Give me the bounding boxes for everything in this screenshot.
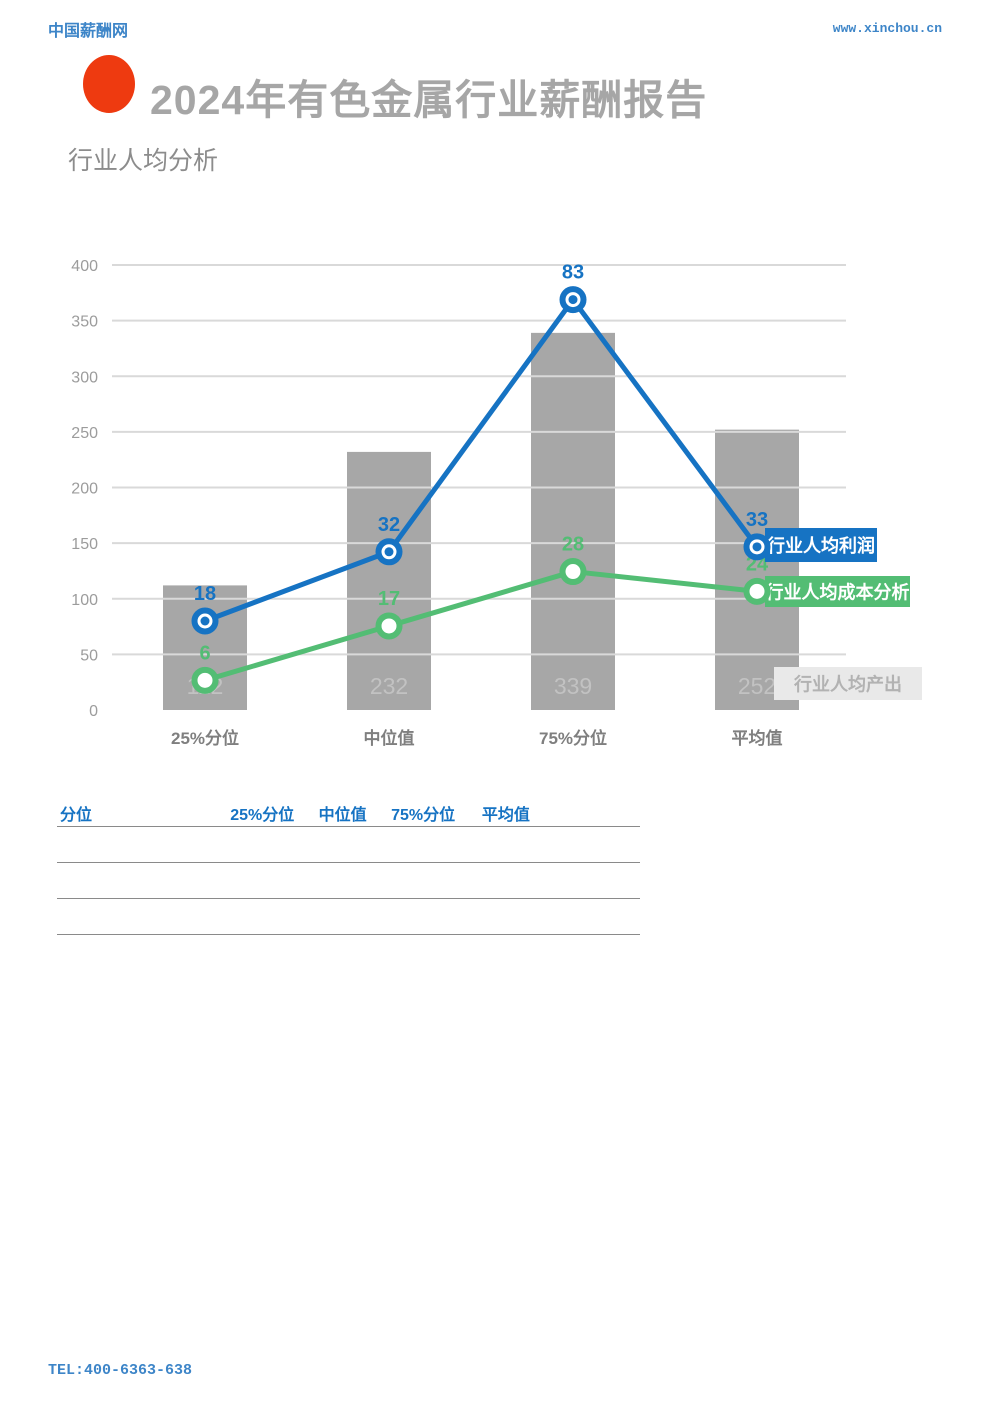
table-cell xyxy=(174,899,291,934)
table-row xyxy=(57,827,640,863)
y-tick-label: 300 xyxy=(71,369,98,386)
report-title: 2024年有色金属行业薪酬报告 xyxy=(150,77,708,123)
point-label: 28 xyxy=(562,534,584,556)
table-cell xyxy=(523,827,640,862)
table-cell xyxy=(57,899,174,934)
point-label: 6 xyxy=(199,642,210,664)
table-row xyxy=(57,863,640,899)
table-row xyxy=(57,899,640,935)
bar-75%分位 xyxy=(531,332,615,710)
legend-profit-label: 行业人均利润 xyxy=(766,535,875,556)
table-header-中位值: 中位值 xyxy=(318,807,367,824)
brand-dot-icon xyxy=(83,55,135,113)
y-tick-label: 250 xyxy=(71,425,98,442)
table-cell xyxy=(523,863,640,898)
y-tick-label: 350 xyxy=(71,314,98,331)
table-body xyxy=(57,827,640,935)
table-cell xyxy=(290,899,407,934)
point-label: 33 xyxy=(746,509,768,531)
site-name-link[interactable]: 中国薪酬网 xyxy=(48,23,129,40)
point-label: 32 xyxy=(378,514,400,536)
y-tick-label: 200 xyxy=(71,481,98,498)
bar-平均值 xyxy=(715,429,799,710)
legend-cost-label: 行业人均成本分析 xyxy=(765,582,910,603)
bar-value-label: 252 xyxy=(738,673,776,699)
percentile-table: 分位 25%分位 中位值 75%分位 平均值 xyxy=(57,798,640,935)
industry-per-capita-chart: 40035030025020015010050011223233925225%分… xyxy=(71,258,922,748)
data-point-core xyxy=(568,295,578,305)
legend-output-box xyxy=(774,667,922,700)
y-tick-label: 150 xyxy=(71,536,98,553)
table-cell xyxy=(407,863,524,898)
data-point xyxy=(375,612,403,640)
table-cell xyxy=(57,863,174,898)
table-header-平均值: 平均值 xyxy=(481,807,530,824)
x-tick-label: 平均值 xyxy=(732,728,783,748)
x-tick-label: 中位值 xyxy=(364,728,415,748)
y-tick-label: 400 xyxy=(71,258,98,275)
bar-value-label: 232 xyxy=(370,673,408,699)
table-header-75%分位: 75%分位 xyxy=(391,807,456,824)
data-point xyxy=(743,577,771,605)
y-tick-label: 50 xyxy=(80,647,98,664)
table-cell xyxy=(290,827,407,862)
y-tick-label: 100 xyxy=(71,592,98,609)
table-cell xyxy=(174,827,291,862)
table-cell xyxy=(523,899,640,934)
point-label: 83 xyxy=(562,262,584,284)
data-point-core xyxy=(752,542,762,552)
point-label: 17 xyxy=(378,588,400,610)
data-point xyxy=(559,558,587,586)
table-cell xyxy=(57,827,174,862)
x-tick-label: 75%分位 xyxy=(539,728,607,748)
data-point-core xyxy=(200,616,210,626)
bar-中位值 xyxy=(347,451,431,710)
table-cell xyxy=(174,863,291,898)
table-cell xyxy=(407,899,524,934)
table-cell xyxy=(407,827,524,862)
footer-tel-link[interactable]: TEL:400-6363-638 xyxy=(48,1362,193,1379)
series-line-1 xyxy=(202,569,760,683)
site-url-link[interactable]: www.xinchou.cn xyxy=(832,21,942,36)
legend-output-label: 行业人均产出 xyxy=(793,674,902,695)
table-header-25%分位: 25%分位 xyxy=(230,807,295,824)
bar-value-label: 339 xyxy=(554,673,592,699)
table-header-row: 分位 25%分位 中位值 75%分位 平均值 xyxy=(57,798,640,827)
table-header-分位: 分位 xyxy=(60,807,93,824)
data-point-core xyxy=(384,547,394,557)
data-point xyxy=(191,666,219,694)
legend-profit-box xyxy=(765,528,877,562)
section-title: 行业人均分析 xyxy=(68,147,219,175)
table-cell xyxy=(290,863,407,898)
legend-cost-box xyxy=(765,576,910,607)
series-line-0 xyxy=(202,297,760,624)
point-label: 18 xyxy=(194,583,216,605)
x-tick-label: 25%分位 xyxy=(171,728,239,748)
y-tick-label: 0 xyxy=(89,703,98,720)
